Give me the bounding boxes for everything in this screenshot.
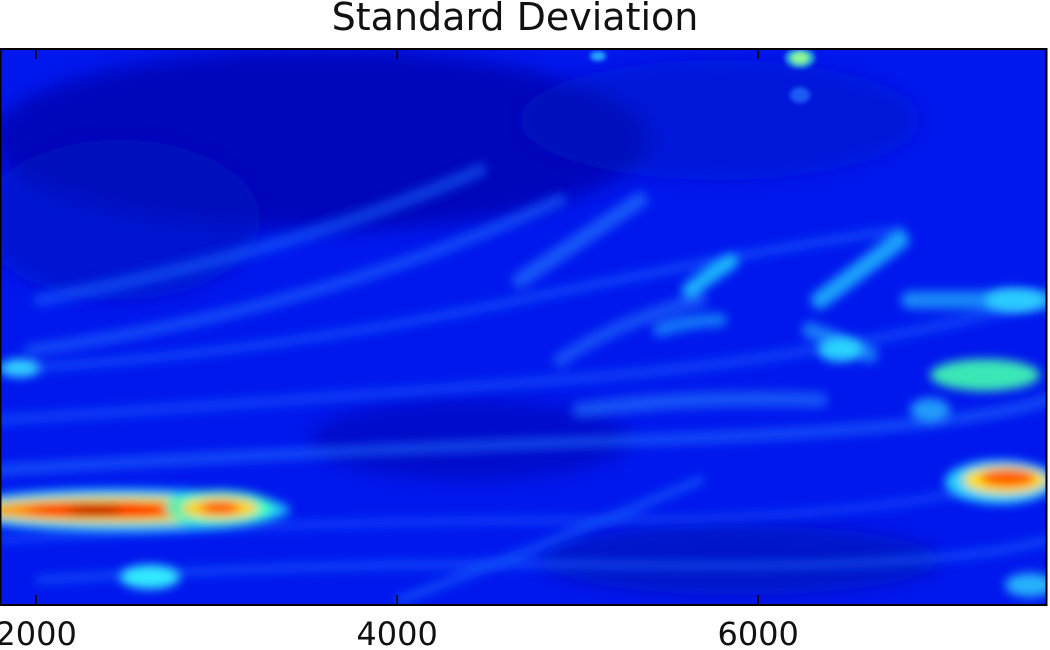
plot-frame bbox=[0, 48, 1048, 606]
heatmap-image bbox=[0, 49, 1047, 605]
x-tick-label: 2000 bbox=[0, 615, 77, 650]
heatmap-hot-band-left bbox=[0, 359, 290, 589]
heatmap-hot-spot-right bbox=[818, 288, 1047, 597]
chart-title: Standard Deviation bbox=[332, 0, 699, 39]
x-axis: 2000 4000 6000 bbox=[0, 49, 799, 650]
x-tick-label: 6000 bbox=[717, 615, 798, 650]
x-tick-label: 4000 bbox=[356, 615, 437, 650]
heatmap-top-spots bbox=[590, 49, 815, 103]
